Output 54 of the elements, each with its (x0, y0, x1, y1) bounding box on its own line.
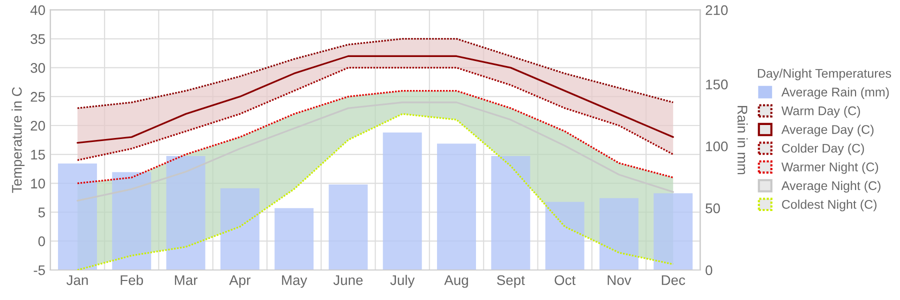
x-tick-label: June (333, 275, 363, 286)
bar (112, 172, 152, 270)
x-tick-label: Jan (66, 275, 88, 286)
x-tick-label: Aug (444, 275, 468, 288)
y2-tick-label: 100 (706, 141, 728, 152)
x-tick-label: Apr (229, 275, 250, 288)
y2-tick-label: 210 (706, 5, 728, 16)
bar (328, 184, 368, 270)
x-tick-label: Oct (554, 275, 576, 286)
y-tick-label: 0 (38, 236, 45, 246)
legend-label: Colder Day (C) (782, 143, 864, 156)
line-series (76, 66, 674, 162)
legend-title: Day/Night Temperatures (758, 68, 892, 80)
y-tick-label: 20 (30, 120, 45, 131)
y-axis-title: Temperature in C (12, 87, 25, 193)
x-tick-label: May (282, 275, 308, 288)
y-tick-label: 30 (30, 63, 45, 73)
bar (545, 202, 584, 270)
legend-label: Warmer Night (C) (781, 162, 878, 174)
x-tick-label: Mar (174, 275, 198, 286)
line-series (76, 38, 674, 109)
x-tick-label: July (390, 274, 415, 288)
bar (220, 188, 260, 270)
y-tick-label: 10 (31, 178, 45, 188)
y-tick-label: 15 (31, 150, 45, 160)
legend-label: Average Night (C) (781, 180, 880, 193)
legend-label: Average Rain (mm) (781, 87, 889, 99)
line-series (76, 102, 674, 202)
y-tick-label: -5 (34, 265, 45, 276)
bar (491, 156, 530, 270)
bar (599, 198, 638, 270)
bar (166, 156, 206, 270)
legend-label: Coldest Night (C) (782, 200, 876, 212)
y2-tick-label: 50 (706, 203, 720, 214)
x-tick-label: Dec (662, 275, 686, 286)
bar (382, 132, 422, 270)
line-series (76, 90, 674, 184)
line-series (76, 55, 674, 144)
legend-label: Average Day (C) (781, 124, 874, 136)
x-tick-label: Sept (497, 275, 525, 288)
bar (58, 163, 97, 270)
x-tick-label: Nov (608, 275, 632, 286)
legend-label: Warm Day (C) (781, 106, 860, 118)
y-tick-label: 5 (38, 208, 45, 218)
y2-tick-label: 150 (706, 80, 728, 90)
y-tick-label: 25 (30, 92, 45, 102)
bar (654, 193, 693, 270)
bar (274, 208, 314, 270)
bar (437, 144, 476, 270)
y-tick-label: 40 (30, 5, 45, 16)
y2-axis-title: Rain in mm (737, 106, 748, 174)
y-tick-label: 35 (30, 34, 45, 44)
x-tick-label: Feb (120, 274, 144, 286)
y2-tick-label: 0 (706, 265, 712, 276)
